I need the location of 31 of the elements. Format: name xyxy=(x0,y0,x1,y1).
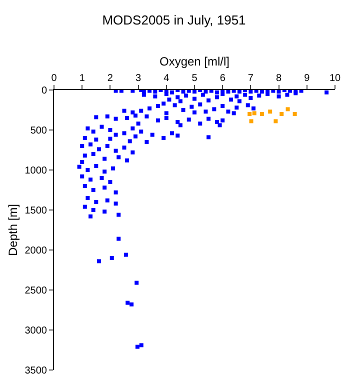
point xyxy=(252,111,256,116)
x-tick-label: 0 xyxy=(51,73,58,84)
point xyxy=(248,112,252,116)
x-tick-label: 8 xyxy=(276,73,282,84)
point xyxy=(249,119,254,124)
y-tick-label: 0 xyxy=(41,86,48,96)
point xyxy=(260,112,264,116)
x-tick-label: 4 xyxy=(164,73,170,84)
x-tick-label: 6 xyxy=(220,73,226,84)
y-tick-label: 500 xyxy=(30,126,48,136)
y-tick-label: 2000 xyxy=(24,246,48,256)
point xyxy=(286,107,290,112)
y-tick-label: 1000 xyxy=(24,166,48,176)
x-tick-label: 2 xyxy=(107,73,114,84)
x-tick-label: 3 xyxy=(136,73,142,84)
x-axis-title: Oxygen [ml/l] xyxy=(159,54,230,68)
chart-title: MODS2005 in July, 1951 xyxy=(102,12,246,28)
x-tick-label: 9 xyxy=(304,73,310,84)
point xyxy=(268,110,272,114)
point xyxy=(274,119,278,124)
point xyxy=(292,112,297,116)
x-tick-label: 10 xyxy=(329,73,341,84)
y-tick-label: 1500 xyxy=(24,206,48,216)
y-tick-label: 3000 xyxy=(24,326,48,336)
point xyxy=(280,112,284,116)
x-tick-label: 5 xyxy=(192,73,198,84)
x-tick-label: 7 xyxy=(248,73,254,84)
x-tick-label: 1 xyxy=(79,73,86,84)
y-axis-title: Depth [m] xyxy=(6,204,20,256)
y-tick-label: 2500 xyxy=(24,286,48,296)
y-tick-label: 3500 xyxy=(24,366,48,376)
